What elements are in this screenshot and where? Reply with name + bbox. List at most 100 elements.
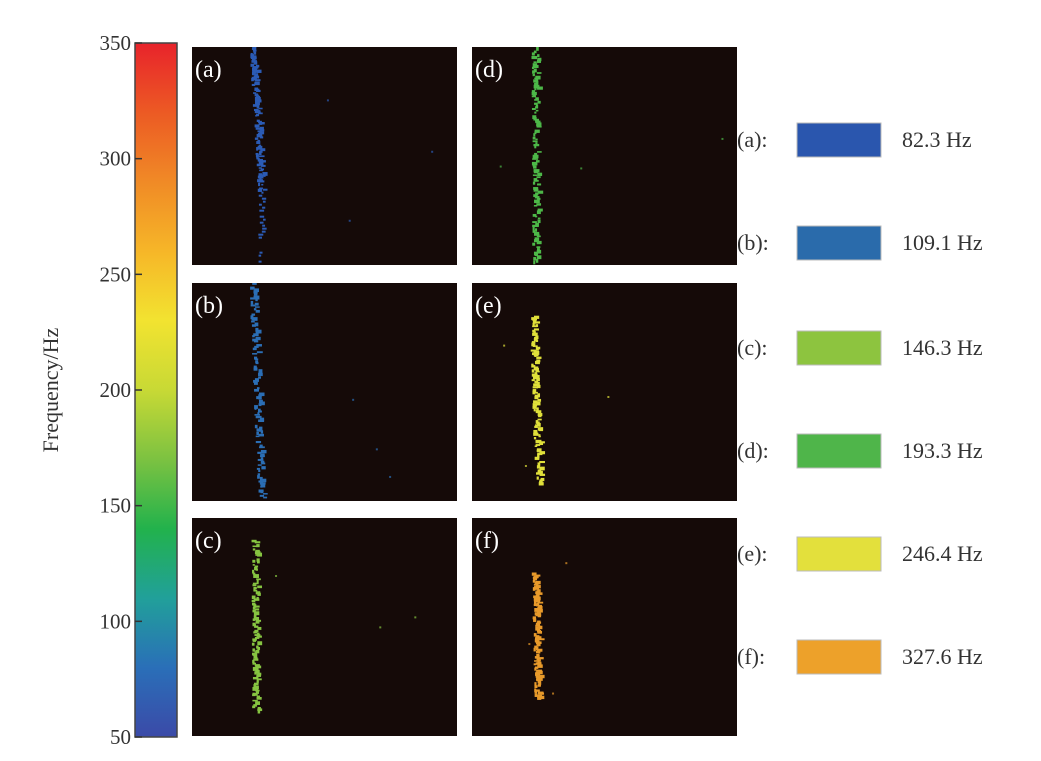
trace-point (536, 384, 541, 389)
trace-point (261, 174, 266, 177)
trace-point (534, 179, 539, 182)
legend-item: (e): 246.4 Hz (737, 536, 983, 572)
trace-point (258, 397, 262, 400)
trace-point (536, 628, 541, 631)
trace-point (255, 361, 259, 365)
trace-point (534, 431, 538, 434)
trace-point (258, 151, 262, 155)
trace-point (254, 541, 261, 544)
trace-point (256, 432, 259, 435)
panel-background (192, 518, 457, 736)
trace-point (531, 66, 534, 70)
trace-point (253, 70, 257, 74)
trace-point (532, 230, 536, 233)
trace-point (536, 650, 541, 654)
trace-point (255, 554, 259, 556)
trace-point (536, 210, 541, 215)
trace-point (256, 467, 260, 470)
trace-point (535, 109, 539, 112)
trace-point (250, 297, 256, 300)
trace-point (256, 596, 259, 599)
trace-point (536, 246, 541, 249)
trace-point (532, 226, 535, 231)
trace-point (253, 61, 258, 65)
trace-point (256, 141, 261, 144)
legend-value: 327.6 Hz (902, 644, 983, 669)
trace-point (258, 194, 263, 197)
trace-point (252, 648, 255, 652)
trace-point (539, 483, 542, 486)
trace-point (534, 396, 539, 400)
trace-point (253, 668, 257, 671)
trace-point (533, 79, 539, 83)
trace-point (535, 472, 541, 475)
trace-point (257, 672, 262, 676)
colorbar-tick-label: 350 (100, 31, 132, 55)
trace-point (534, 152, 538, 156)
trace-point (252, 686, 259, 691)
trace-point (534, 667, 537, 671)
trace-point (256, 344, 262, 347)
legend-swatch (796, 225, 882, 261)
trace-point (259, 215, 265, 218)
trace-point (536, 356, 542, 359)
trace-point (260, 168, 265, 171)
trace-point (258, 123, 263, 125)
trace-point (259, 136, 264, 139)
trace-point (533, 143, 540, 147)
trace-point (259, 126, 264, 131)
panel-label: (b) (195, 293, 223, 319)
trace-point (534, 660, 540, 662)
trace-point (532, 136, 536, 140)
trace-point (534, 588, 540, 590)
trace-point (539, 473, 546, 476)
trace-point (532, 365, 536, 368)
trace-point (255, 309, 260, 313)
trace-point (534, 456, 540, 460)
trace-point (252, 283, 257, 285)
trace-point (535, 339, 539, 342)
trace-point (255, 689, 260, 692)
trace-point (533, 595, 538, 599)
trace-point (532, 213, 537, 217)
trace-point (259, 494, 265, 497)
trace-point (532, 322, 535, 327)
panels-grid: (a) (b) (c) (d) (e) (f) (192, 47, 737, 736)
trace-point (533, 618, 537, 622)
legend-value: 82.3 Hz (902, 127, 972, 152)
trace-point (532, 319, 537, 324)
trace-point (254, 356, 258, 360)
trace-point (261, 197, 267, 200)
panel-a: (a) (192, 47, 457, 265)
trace-point (255, 568, 258, 571)
trace-point (257, 475, 260, 479)
trace-point (536, 476, 539, 480)
trace-point (535, 106, 538, 109)
noise-dot (389, 475, 392, 478)
trace-point (258, 419, 265, 423)
trace-point (531, 95, 536, 98)
trace-point (539, 480, 543, 483)
legend-value: 146.3 Hz (902, 335, 983, 360)
noise-dot (607, 395, 610, 398)
trace-point (252, 66, 259, 69)
trace-point (260, 484, 266, 488)
trace-point (533, 239, 539, 243)
trace-point (536, 47, 539, 51)
trace-point (532, 403, 538, 407)
trace-point (535, 439, 542, 444)
trace-point (535, 410, 542, 414)
trace-point (533, 61, 537, 64)
trace-point (538, 681, 542, 685)
trace-point (254, 74, 259, 77)
trace-point (534, 608, 541, 612)
trace-point (535, 594, 540, 598)
trace-point (534, 145, 537, 149)
noise-dot (375, 448, 378, 451)
trace-point (250, 63, 255, 67)
trace-series (250, 283, 268, 499)
trace-point (258, 369, 263, 374)
trace-point (252, 624, 257, 627)
panel-background (472, 47, 737, 265)
